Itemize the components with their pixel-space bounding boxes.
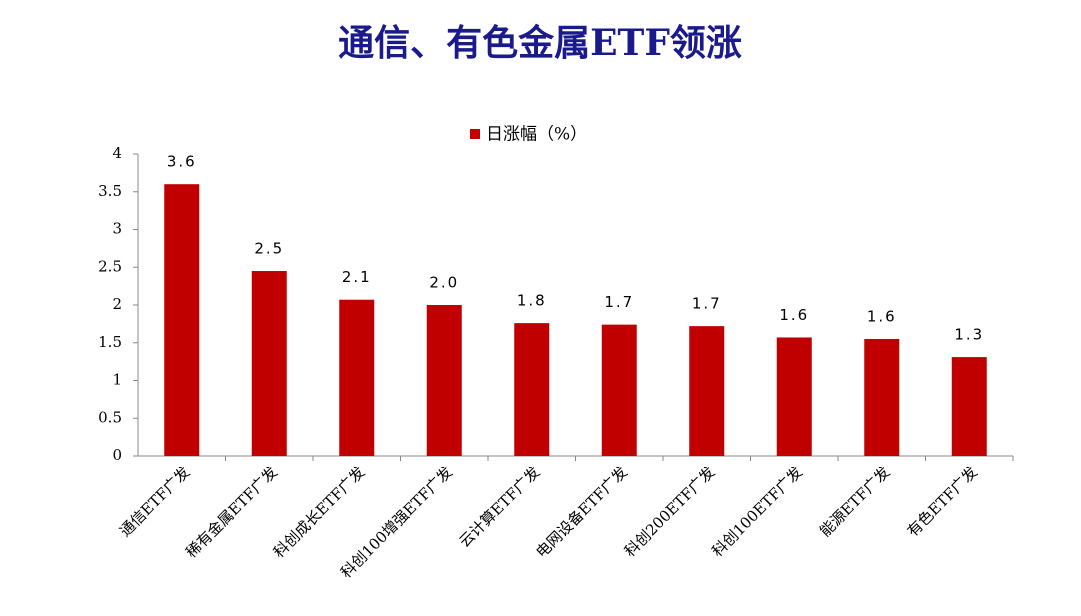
bar [164, 184, 200, 456]
bar [601, 324, 637, 456]
bar [776, 337, 812, 456]
data-label: 1.6 [779, 306, 809, 324]
x-tick-label: 稀有金属ETF广发 [182, 463, 281, 562]
data-label: 2.1 [342, 268, 372, 286]
x-tick-label: 科创200ETF广发 [621, 463, 719, 561]
data-label: 2.0 [429, 274, 459, 292]
data-label: 1.7 [692, 295, 722, 313]
y-tick-label: 0.5 [98, 408, 122, 426]
bar [426, 305, 462, 456]
y-tick-label: 0 [112, 446, 122, 464]
legend-label: 日涨幅（%） [486, 125, 587, 145]
data-label: 1.6 [867, 307, 897, 325]
bar [339, 299, 375, 456]
bar [251, 271, 287, 456]
y-tick-label: 2 [112, 295, 122, 313]
data-label: 1.8 [517, 292, 547, 310]
y-tick-label: 3 [112, 220, 122, 238]
data-label: 1.3 [954, 326, 984, 344]
y-tick-label: 3.5 [98, 182, 122, 200]
bar [951, 357, 987, 456]
x-tick-label: 有色ETF广发 [904, 463, 981, 540]
x-tick-label: 云计算ETF广发 [455, 463, 543, 551]
bar [864, 338, 900, 456]
data-label: 2.5 [254, 240, 284, 258]
data-label: 3.6 [167, 153, 197, 171]
bar [689, 326, 725, 456]
y-tick-label: 1.5 [98, 333, 122, 351]
data-label: 1.7 [604, 293, 634, 311]
y-tick-label: 1 [112, 371, 122, 389]
chart-title: 通信、有色金属ETF领涨 [338, 22, 742, 64]
x-tick-label: 通信ETF广发 [116, 463, 193, 540]
x-tick-label: 能源ETF广发 [816, 463, 893, 540]
y-tick-label: 2.5 [98, 257, 122, 275]
x-tick-label: 科创成长ETF广发 [270, 463, 369, 562]
x-tick-label: 电网设备ETF广发 [532, 463, 631, 562]
x-tick-label: 科创100ETF广发 [708, 463, 806, 561]
legend-swatch [470, 129, 480, 139]
bar [514, 323, 550, 456]
y-tick-label: 4 [112, 144, 122, 162]
